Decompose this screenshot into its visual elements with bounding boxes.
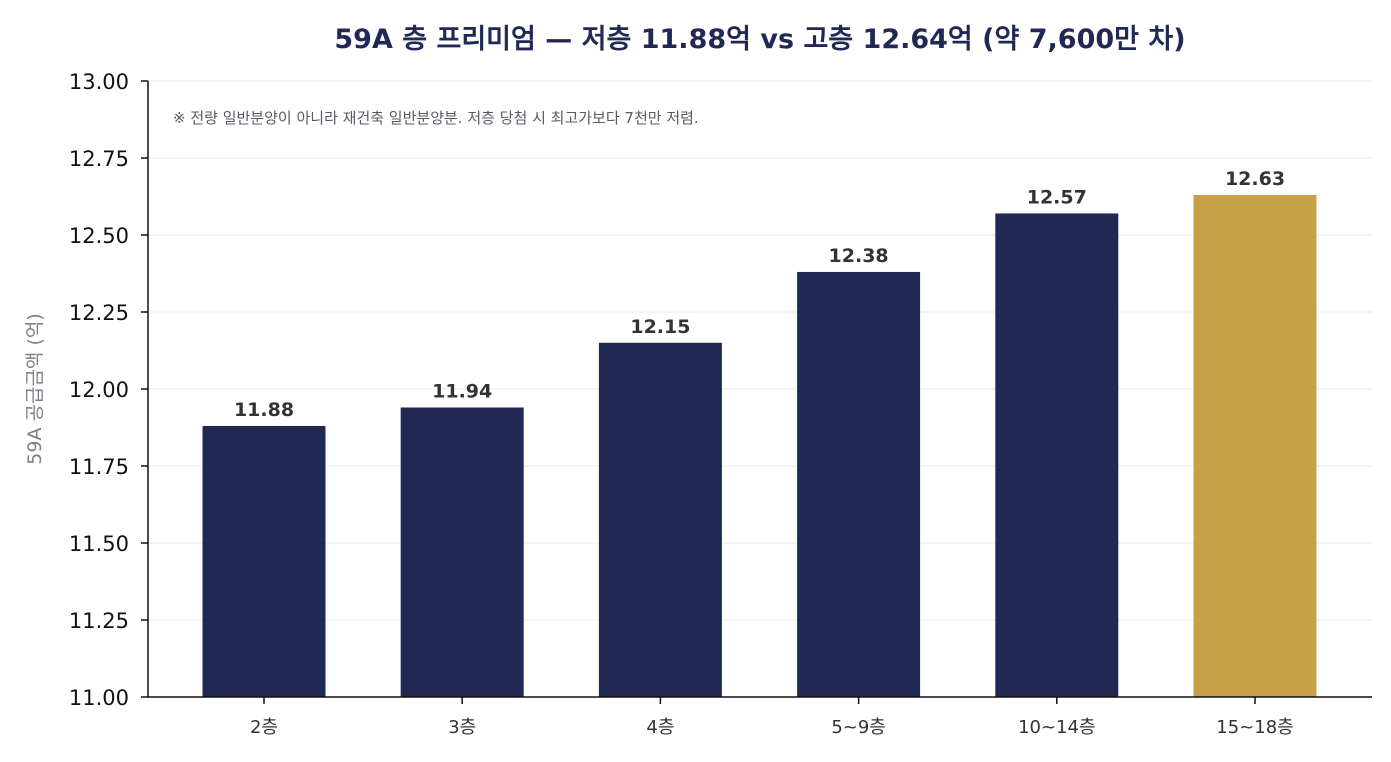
y-tick-label: 11.00 [69, 686, 129, 710]
data-label: 11.94 [432, 380, 492, 402]
y-tick-label: 11.50 [69, 532, 129, 556]
gridlines [148, 80, 1372, 621]
y-tick-label: 12.25 [69, 301, 129, 325]
bar [995, 213, 1119, 697]
y-tick-label: 13.00 [69, 70, 129, 94]
data-label: 11.88 [234, 399, 294, 421]
y-tick-label: 11.75 [69, 455, 129, 479]
data-label: 12.15 [630, 316, 690, 338]
x-tick-label: 3층 [448, 717, 476, 738]
x-tick-label: 5~9층 [831, 717, 886, 738]
y-axis-label: 59A 공급금액 (억) [24, 313, 46, 464]
x-tick-label: 10~14층 [1018, 717, 1095, 738]
data-label: 12.63 [1225, 168, 1285, 190]
y-tick-label: 11.25 [69, 609, 129, 633]
y-tick-label: 12.00 [69, 378, 129, 402]
bar [598, 342, 722, 697]
bar [1193, 194, 1317, 697]
bar [202, 425, 326, 697]
y-tick-label: 12.50 [69, 224, 129, 248]
bar [400, 407, 524, 697]
chart-title: 59A 층 프리미엄 — 저층 11.88억 vs 고층 12.64억 (약 7… [334, 24, 1185, 55]
y-tick-label: 12.75 [69, 147, 129, 171]
data-labels: 11.88 11.94 12.15 12.38 12.57 12.63 [234, 168, 1285, 421]
bar [797, 271, 921, 697]
bars [202, 194, 1317, 697]
data-label: 12.38 [829, 245, 889, 267]
x-tick-label: 4층 [646, 717, 674, 738]
chart-note: ※ 전량 일반분양이 아니라 재건축 일반분양분. 저층 당첨 시 최고가보다 … [173, 109, 699, 127]
x-tick-label: 15~18층 [1216, 717, 1293, 738]
x-tick-label: 2층 [250, 717, 278, 738]
axes: 11.00 11.25 11.50 11.75 12.00 12.25 12.50 12.75… [69, 70, 1372, 738]
data-label: 12.57 [1027, 186, 1087, 208]
